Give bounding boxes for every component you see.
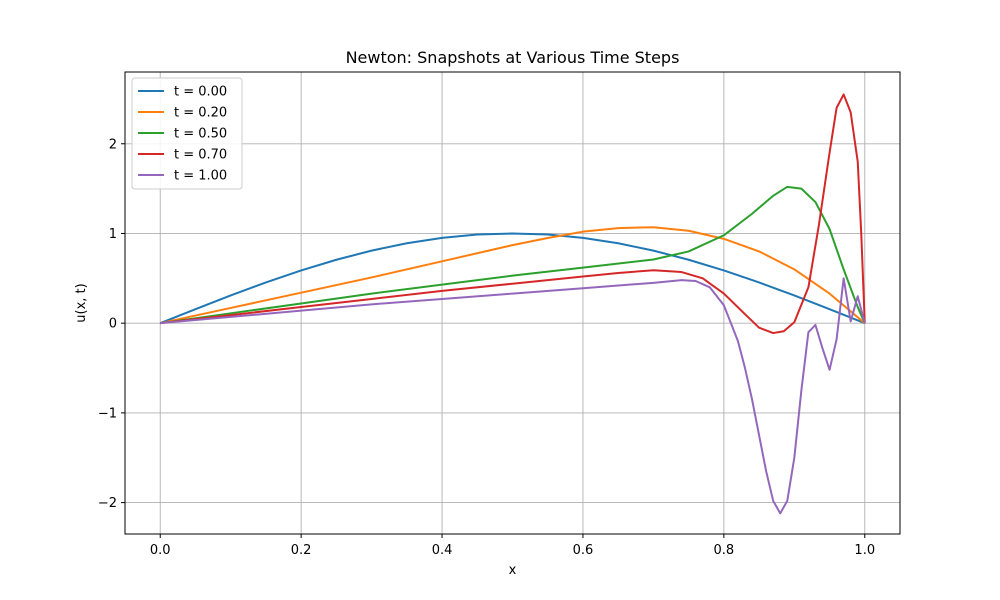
y-tick-label: −2 [98,496,117,511]
legend-label: t = 0.20 [174,106,227,121]
series-line-2 [160,185,866,325]
x-tick-label: 0.2 [291,543,312,558]
x-tick-label: 1.0 [854,543,875,558]
x-tick-label: 0.0 [150,543,171,558]
legend-box [131,77,243,190]
series-line-3 [160,93,866,335]
x-axis-label: x [509,563,517,578]
legend-label: t = 0.50 [174,127,227,142]
legend-label: t = 1.00 [174,169,227,184]
x-tick-label: 0.6 [573,543,594,558]
legend-label: t = 0.00 [174,85,227,100]
series-line-1 [160,226,866,325]
y-axis-label: u(x, t) [74,283,89,322]
x-tick-label: 0.4 [432,543,453,558]
y-tick-label: −1 [98,406,117,421]
axis-ticks: 0.0 0.2 0.4 0.6 0.8 1.0 −2 −1 0 1 2 [98,137,875,558]
legend-label: t = 0.70 [174,148,227,163]
chart-title: Newton: Snapshots at Various Time Steps [346,48,680,67]
y-tick-label: 2 [109,137,117,152]
legend: t = 0.00 t = 0.20 t = 0.50 t = 0.70 t = 1.00 [131,77,243,190]
y-tick-label: 1 [109,227,117,242]
y-tick-label: 0 [109,317,117,332]
x-tick-label: 0.8 [714,543,735,558]
series-line-4 [160,277,866,515]
plot-frame [124,71,901,535]
series-line-0 [159,232,866,325]
series-lines [159,93,866,515]
